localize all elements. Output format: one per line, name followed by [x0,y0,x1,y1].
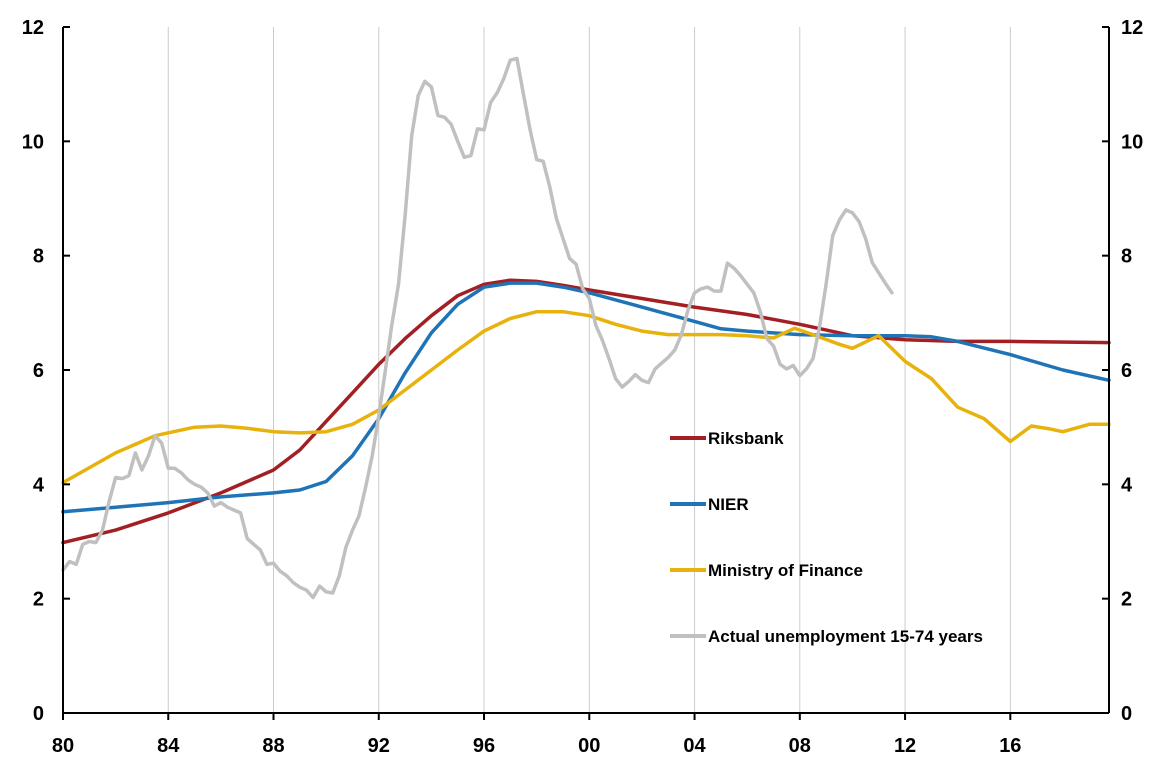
y-tick-label-right: 8 [1121,246,1132,268]
legend: Riksbank NIER Ministry of Finance Actual un… [670,429,983,646]
y-tick-label-right: 2 [1121,589,1132,611]
y-tick-label-right: 4 [1121,474,1133,496]
series-lines [61,56,1111,600]
series-line-ministry-of-finance [61,309,1111,485]
series-line-actual-unemployment-15-74-years [61,56,894,600]
x-tick-label: 00 [578,735,600,757]
vertical-gridlines [167,27,1011,713]
x-tick-label: 80 [52,735,74,757]
x-tick-label: 84 [157,735,180,757]
x-tick-label: 96 [473,735,495,757]
y-tick-label-left: 6 [33,360,44,382]
x-tick-label: 12 [894,735,916,757]
y-tick-label-right: 12 [1121,17,1143,39]
y-tick-label-left: 8 [33,246,44,268]
y-tick-label-right: 6 [1121,360,1132,382]
y-tick-label-right: 10 [1121,131,1143,153]
y-tick-label-left: 4 [33,474,45,496]
axes [62,26,1110,720]
legend-label: Actual unemployment 15-74 years [708,627,983,646]
x-tick-label: 16 [999,735,1021,757]
legend-label: NIER [708,495,749,514]
series-line-nier [61,281,1111,514]
y-tick-label-right: 0 [1121,703,1132,725]
legend-label: Riksbank [708,429,784,448]
y-tick-label-left: 0 [33,703,44,725]
x-tick-label: 92 [368,735,390,757]
y-tick-label-left: 12 [22,17,44,39]
x-tick-label: 88 [262,735,284,757]
y-tick-label-left: 2 [33,589,44,611]
x-tick-label: 04 [683,735,706,757]
x-tick-label: 08 [789,735,811,757]
legend-label: Ministry of Finance [708,561,863,580]
y-tick-label-left: 10 [22,131,44,153]
